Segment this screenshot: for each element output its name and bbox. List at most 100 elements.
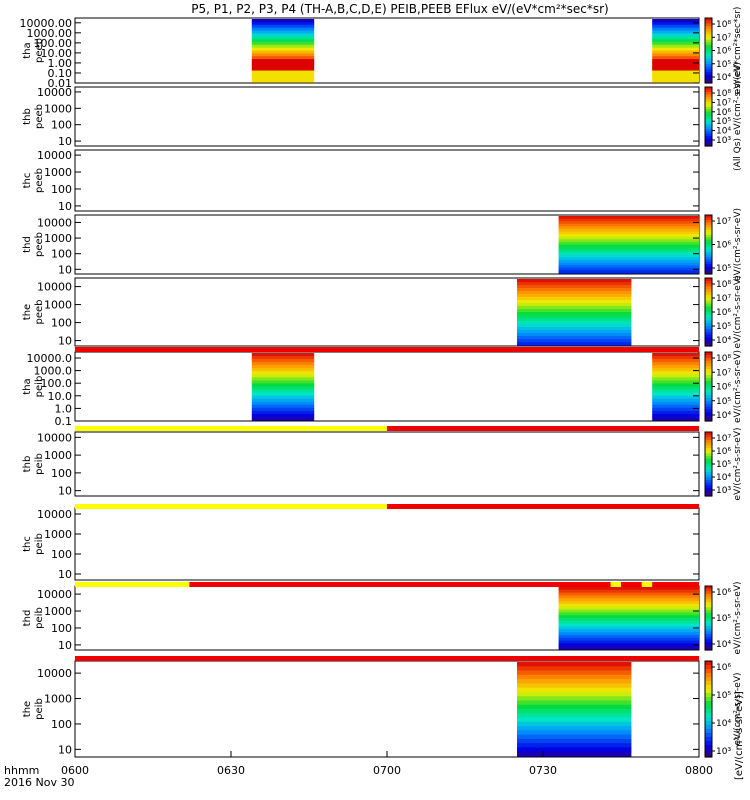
flux-cell	[652, 401, 699, 406]
colorbar: 10⁶ 10⁵ 10⁴ eV/(cm²-s-sr-eV)	[704, 581, 743, 655]
colorbar-step	[705, 753, 712, 758]
y-tick-label: 1000	[44, 693, 72, 706]
colorbar-step	[705, 705, 712, 710]
colorbar-step	[705, 337, 712, 341]
y-tick-label: 100	[51, 119, 72, 132]
colorbar-step	[705, 693, 712, 698]
colorbar-step	[705, 372, 712, 376]
panel-thb-peib: 10000 1000 100 10 thb peib 10⁷ 10⁶ 10⁵ 10⁴ 10³ eV/(…	[22, 427, 743, 500]
panel-frame	[74, 149, 700, 212]
colorbar-step	[705, 320, 712, 324]
colorbar-step	[705, 432, 712, 436]
y-tick-label: 10000	[37, 281, 72, 294]
colorbar-tick-label: 10⁶	[716, 308, 731, 318]
colorbar-step	[705, 437, 712, 441]
colorbar-step	[705, 749, 712, 754]
colorbar-frame	[704, 660, 713, 758]
flux-cell	[251, 70, 315, 75]
colorbar-step	[705, 69, 712, 73]
flux-cell	[652, 44, 699, 49]
colorbar-step	[705, 392, 712, 396]
colorbar-tick-label: 10⁵	[716, 460, 731, 470]
flux-cell	[558, 623, 699, 628]
spectrogram-block	[517, 279, 632, 346]
panel-label: peib	[34, 607, 45, 629]
flux-cell	[558, 637, 699, 642]
colorbar-step	[705, 55, 712, 60]
flux-cell	[652, 389, 699, 394]
flux-cell	[652, 76, 699, 80]
flux-cell	[652, 33, 699, 37]
colorbar-step	[705, 661, 712, 666]
colorbar-step	[705, 77, 712, 81]
flux-cell	[517, 339, 632, 343]
flux-cell	[558, 606, 699, 611]
colorbar-step	[705, 369, 712, 373]
flux-cell	[652, 362, 699, 366]
colorbar-step	[705, 440, 712, 444]
colorbar-step	[705, 126, 712, 130]
colorbar-step	[705, 219, 712, 223]
flux-cell	[652, 64, 699, 69]
panel-frame	[74, 351, 700, 422]
flux-cell	[558, 629, 699, 633]
panel-frame	[74, 431, 700, 497]
spectrogram-block	[517, 662, 632, 757]
colorbar-step	[705, 697, 712, 702]
colorbar-step	[705, 689, 712, 694]
colorbar-title: eV/(cm²-s-sr-eV)	[733, 208, 743, 281]
colorbar-tick-label: 10⁶	[716, 47, 731, 57]
colorbar-step	[705, 264, 712, 268]
colorbar-tick-label: 10⁸	[716, 20, 731, 30]
flux-cell	[517, 683, 632, 689]
colorbar-step	[705, 474, 712, 478]
colorbar-step	[705, 39, 712, 43]
colorbar-step	[705, 636, 712, 640]
colorbar-step	[705, 317, 712, 322]
flux-cell	[558, 252, 699, 256]
colorbar-step	[705, 118, 712, 123]
colorbar-step	[705, 109, 712, 113]
colorbar-step	[705, 232, 712, 236]
flux-cell	[558, 223, 699, 227]
colorbar-step	[705, 42, 712, 46]
flux-cell	[517, 300, 632, 304]
flux-cell	[652, 377, 699, 382]
flux-cell	[251, 19, 315, 23]
y-tick-label: 1000.0	[34, 365, 73, 378]
colorbar-step	[705, 403, 712, 408]
panel-frame	[74, 86, 700, 147]
colorbar: 10⁸ 10⁷ 10⁶ 10⁵ 10⁴ eV/(cm²-s-sr-eV)	[704, 275, 743, 349]
flux-cell	[251, 50, 315, 54]
colorbar-step	[705, 280, 712, 285]
flux-cell	[652, 359, 699, 363]
colorbar-step	[705, 733, 712, 738]
panel-label: peib	[34, 698, 45, 720]
colorbar-step	[705, 74, 712, 79]
colorbar-tick-label: 10³	[716, 136, 731, 146]
flux-cell	[251, 24, 315, 29]
flux-cell	[652, 73, 699, 77]
colorbar-step	[705, 133, 712, 137]
y-tick-label: 100.0	[41, 377, 73, 390]
flag-segment	[652, 582, 699, 587]
y-tick-label: 100	[51, 718, 72, 731]
colorbar-step	[705, 623, 712, 627]
colorbar-step	[705, 485, 712, 489]
flux-cell	[558, 615, 699, 619]
colorbar-step	[705, 493, 712, 497]
flux-cell	[517, 330, 632, 334]
spectrogram-block	[652, 19, 699, 83]
flux-cell	[652, 386, 699, 391]
colorbar-tick-label: 10⁶	[716, 663, 731, 673]
panel-the-peib: 10000 1000 100 10 the peib 10⁶ 10⁵ 10⁴ 10³eV/(cm²…	[22, 660, 743, 758]
flux-cell	[652, 27, 699, 32]
flux-cell	[652, 79, 699, 83]
flag-segment	[75, 582, 190, 587]
colorbar-step	[705, 450, 712, 454]
colorbar-step	[705, 681, 712, 686]
flag-segment	[610, 582, 621, 587]
flag-bar	[75, 582, 699, 587]
flux-cell	[517, 279, 632, 283]
